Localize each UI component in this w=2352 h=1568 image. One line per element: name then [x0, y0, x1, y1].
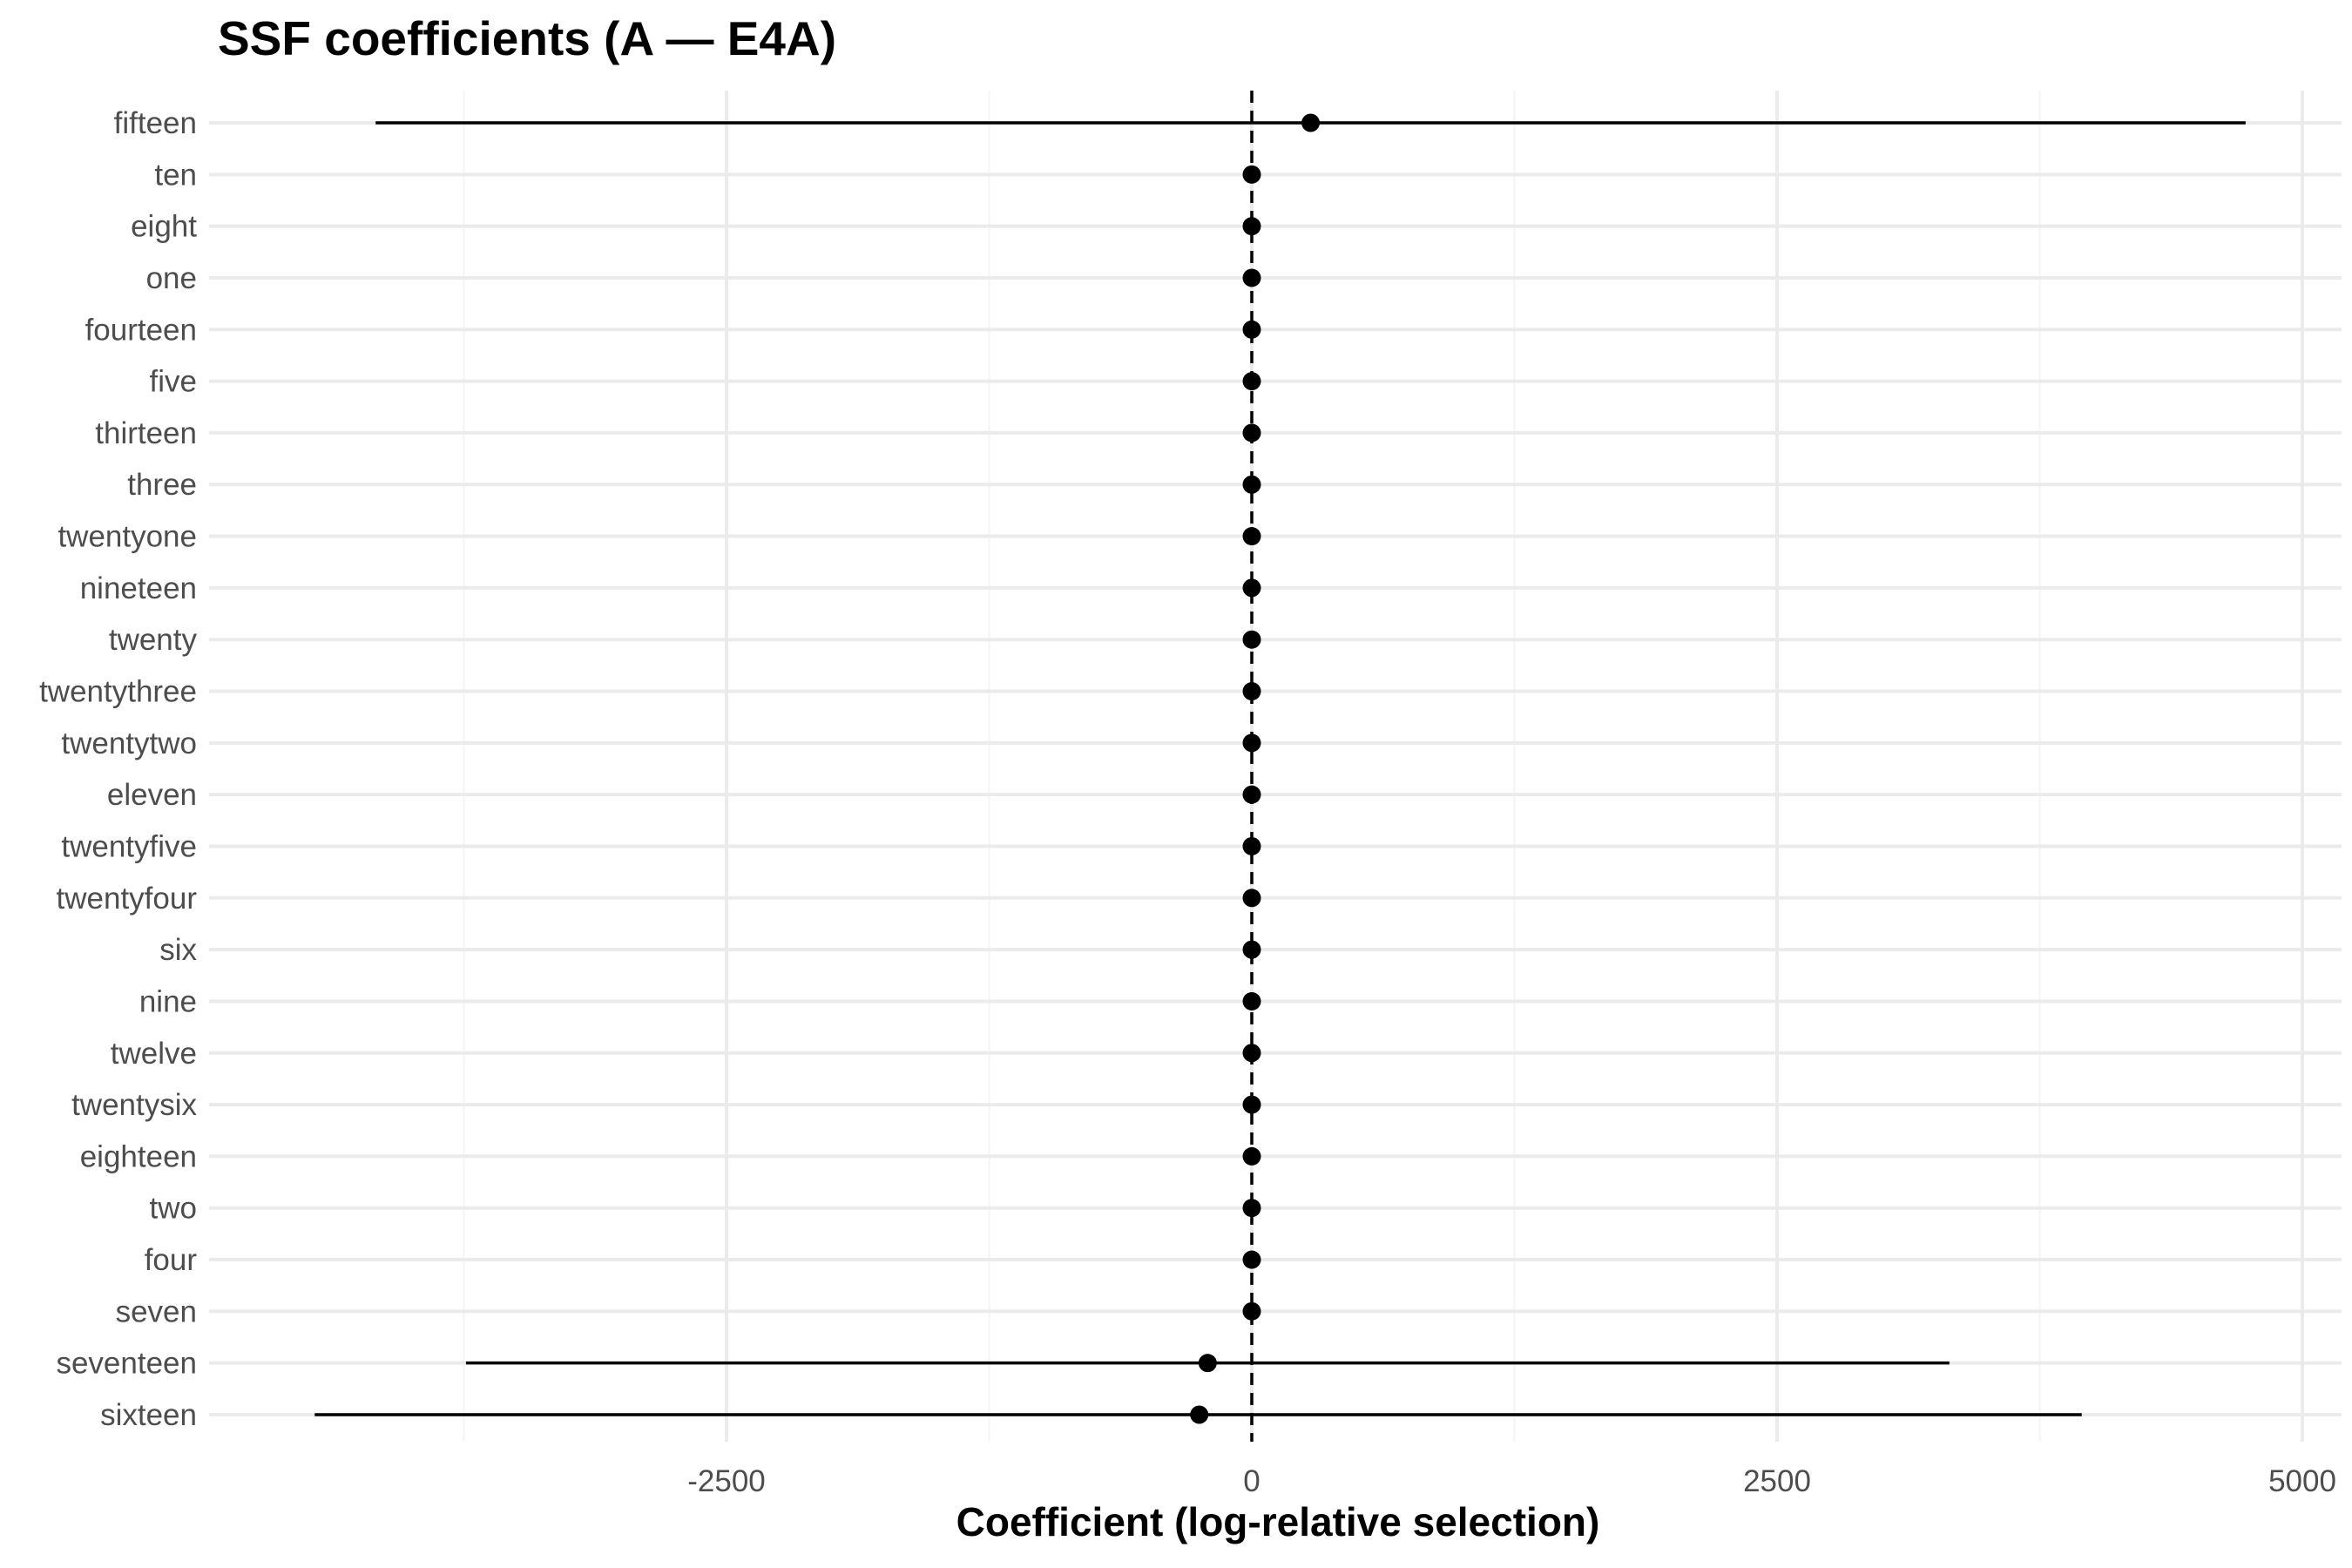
point-twentysix — [1242, 1095, 1261, 1114]
category-label-four: four — [145, 1243, 198, 1277]
point-eight — [1242, 217, 1261, 236]
category-label-eighteen: eighteen — [80, 1139, 197, 1173]
category-label-nine: nine — [139, 984, 197, 1018]
coefficient-points — [1190, 113, 1321, 1424]
category-label-twentyfive: twentyfive — [61, 829, 197, 863]
x-tick-label: -2500 — [687, 1464, 766, 1498]
point-seven — [1242, 1301, 1261, 1321]
x-tick-label: 5000 — [2268, 1464, 2336, 1498]
point-twentyfour — [1242, 889, 1261, 908]
category-label-three: three — [127, 468, 197, 502]
point-fourteen — [1242, 320, 1261, 339]
point-three — [1242, 475, 1261, 494]
category-label-ten: ten — [154, 158, 197, 192]
category-label-sixteen: sixteen — [100, 1398, 197, 1432]
category-label-twelve: twelve — [111, 1037, 197, 1071]
point-ten — [1242, 165, 1261, 184]
category-label-nineteen: nineteen — [80, 571, 197, 605]
point-nine — [1242, 991, 1261, 1010]
category-labels: fifteen ten eight one fourteen five thirteen th… — [39, 106, 197, 1432]
category-label-fifteen: fifteen — [114, 106, 197, 140]
category-label-seventeen: seventeen — [56, 1347, 197, 1381]
category-label-two: two — [150, 1192, 197, 1226]
category-label-thirteen: thirteen — [95, 416, 197, 450]
point-four — [1242, 1250, 1261, 1269]
chart-title: SSF coefficients (A — E4A) — [218, 11, 836, 65]
category-label-twentysix: twentysix — [71, 1088, 197, 1122]
point-two — [1242, 1199, 1261, 1218]
point-seventeen — [1198, 1354, 1217, 1373]
point-twenty — [1242, 630, 1261, 649]
point-twentytwo — [1242, 733, 1261, 753]
x-tick-labels: -2500 0 2500 5000 — [687, 1464, 2336, 1498]
point-twentyfive — [1242, 836, 1261, 855]
category-label-twentyfour: twentyfour — [57, 882, 198, 916]
gridlines — [209, 91, 2342, 1442]
point-thirteen — [1242, 423, 1261, 443]
category-label-fourteen: fourteen — [85, 313, 197, 347]
point-nineteen — [1242, 578, 1261, 598]
category-label-twentythree: twentythree — [39, 675, 197, 709]
category-label-eleven: eleven — [107, 778, 197, 812]
point-six — [1242, 940, 1261, 959]
point-five — [1242, 372, 1261, 391]
point-twelve — [1242, 1044, 1261, 1063]
category-label-six: six — [159, 933, 197, 967]
point-sixteen — [1190, 1405, 1209, 1424]
point-twentythree — [1242, 682, 1261, 701]
point-twentyone — [1242, 527, 1261, 546]
category-label-eight: eight — [131, 210, 197, 244]
category-label-twentyone: twentyone — [57, 520, 197, 554]
category-label-twenty: twenty — [109, 623, 198, 657]
category-label-one: one — [146, 261, 197, 295]
category-label-seven: seven — [116, 1294, 197, 1328]
point-eighteen — [1242, 1146, 1261, 1166]
category-label-twentytwo: twentytwo — [61, 727, 197, 760]
point-fifteen — [1301, 113, 1321, 132]
confidence-intervals — [314, 121, 2246, 1416]
point-one — [1242, 268, 1261, 287]
x-axis-title: Coefficient (log-relative selection) — [956, 1499, 1600, 1544]
point-eleven — [1242, 785, 1261, 804]
x-tick-label: 0 — [1243, 1464, 1260, 1498]
category-label-five: five — [150, 365, 197, 399]
x-tick-label: 2500 — [1743, 1464, 1811, 1498]
